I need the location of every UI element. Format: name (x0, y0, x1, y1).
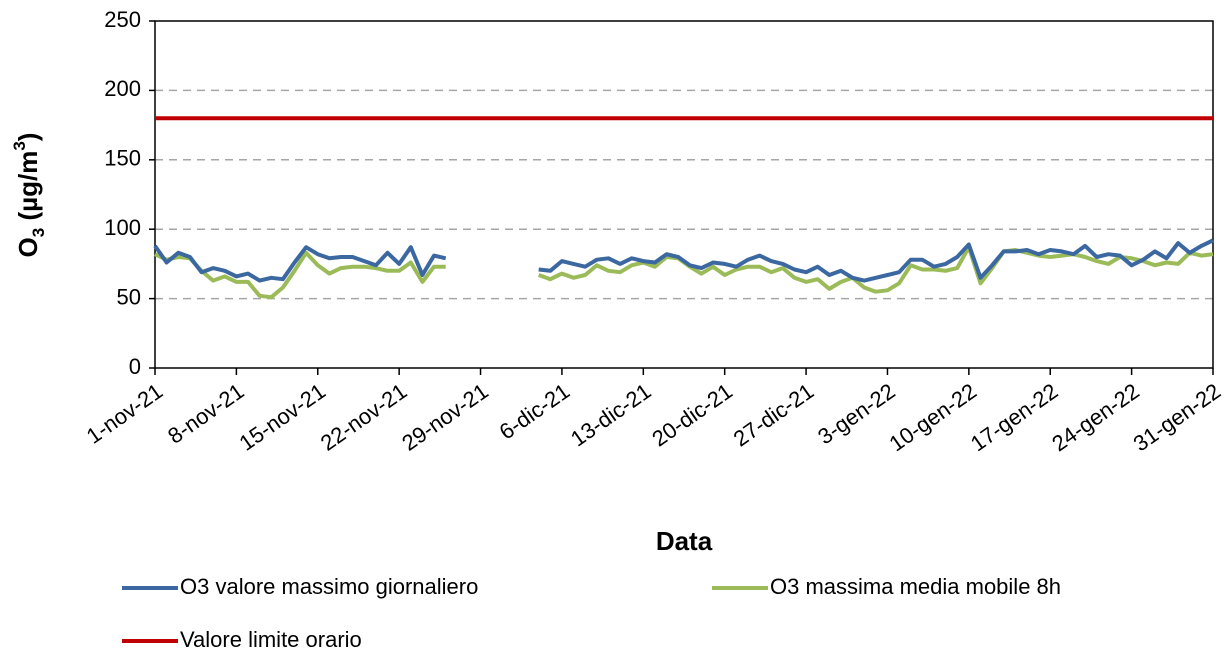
x-axis-label: Data (656, 526, 713, 556)
x-tick-label: 20-dic-21 (647, 378, 736, 451)
y-tick-label: 50 (117, 284, 141, 309)
y-tick-label: 100 (104, 215, 141, 240)
series-line (154, 245, 1214, 300)
plot-frame (154, 20, 1214, 369)
y-tick-label: 150 (104, 146, 141, 171)
legend-label: Valore limite orario (180, 627, 362, 652)
legend-label: O3 valore massimo giornaliero (180, 574, 478, 599)
x-tick-label: 29-nov-21 (397, 378, 492, 455)
x-tick-label: 17-gen-22 (966, 378, 1063, 456)
legend-label: O3 massima media mobile 8h (770, 574, 1061, 599)
x-tick-label: 27-dic-21 (729, 378, 818, 451)
x-tick-label: 6-dic-21 (495, 378, 574, 444)
series-line (153, 238, 1214, 283)
y-axis-label: O3 (µg/m3) (10, 133, 48, 258)
x-tick-label: 13-dic-21 (566, 378, 655, 451)
x-tick-label: 31-gen-22 (1129, 378, 1225, 456)
x-tick-label: 15-nov-21 (234, 378, 329, 455)
y-tick-label: 250 (104, 7, 141, 32)
x-tick-label: 24-gen-22 (1047, 378, 1144, 456)
y-tick-label: 0 (129, 354, 141, 379)
y-tick-label: 200 (104, 76, 141, 101)
x-tick-label: 1-nov-21 (82, 378, 167, 448)
x-tick-label: 22-nov-21 (316, 378, 411, 455)
x-tick-label: 10-gen-22 (885, 378, 982, 456)
